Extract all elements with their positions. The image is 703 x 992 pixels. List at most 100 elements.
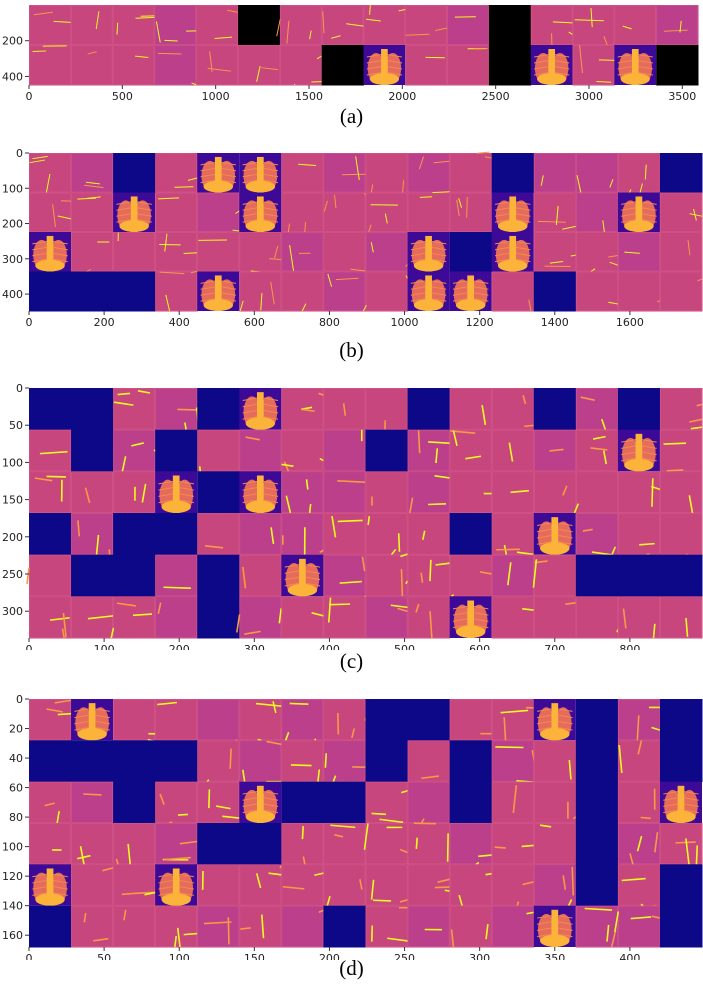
- tile-border: [576, 905, 618, 947]
- xray-rib: [200, 173, 215, 178]
- xray-diaphragm: [666, 810, 696, 823]
- tile-border: [239, 905, 282, 947]
- edge-stroke: [332, 775, 337, 782]
- edge-stroke: [397, 533, 401, 552]
- edge-stroke: [367, 516, 371, 526]
- blank-tile: [449, 740, 493, 783]
- xray-diaphragm: [203, 299, 234, 311]
- texture-tile: [491, 699, 535, 741]
- edge-stroke: [582, 528, 593, 532]
- texture-tile: [197, 699, 240, 741]
- edge-stroke: [283, 461, 290, 472]
- edge-stroke: [137, 390, 151, 394]
- xray-rib: [642, 439, 657, 443]
- blank-tile: [659, 740, 703, 783]
- edge-stroke: [116, 22, 119, 35]
- edge-stroke: [608, 255, 618, 258]
- tile-border: [407, 864, 450, 906]
- edge-stroke: [450, 929, 455, 948]
- xray-rib: [242, 167, 258, 172]
- xray-rib: [554, 60, 570, 64]
- texture-tile: [281, 905, 324, 948]
- xray-diaphragm: [203, 180, 234, 193]
- edge-stroke: [435, 562, 450, 566]
- edge-stroke: [331, 35, 341, 39]
- edge-stroke: [390, 604, 408, 609]
- tile-border: [29, 596, 71, 638]
- y-tick-label: 120: [2, 870, 23, 883]
- tile-border: [29, 554, 71, 597]
- texture-tile: [407, 823, 451, 865]
- edge-stroke: [302, 408, 315, 413]
- edge-stroke: [429, 611, 433, 639]
- xray-rib: [263, 403, 279, 408]
- xray-rib: [537, 541, 552, 545]
- edge-stroke: [86, 268, 92, 272]
- edge-stroke: [628, 189, 632, 193]
- tile-border: [447, 5, 489, 45]
- x-tick-label: 1400: [541, 316, 569, 329]
- x-tick-label: 800: [319, 316, 340, 329]
- xray-rib: [242, 809, 258, 814]
- texture-tile: [491, 429, 535, 472]
- tile-border: [155, 823, 198, 865]
- xray-rib: [200, 298, 215, 302]
- xray-rib: [263, 167, 279, 172]
- edge-stroke: [278, 608, 282, 624]
- tile-border: [197, 864, 240, 906]
- edge-stroke: [308, 503, 312, 514]
- xray-rib: [494, 240, 510, 245]
- blank-tile: [71, 554, 114, 597]
- texture-tile: [407, 471, 451, 514]
- texture-tile: [407, 781, 451, 824]
- edge-stroke: [507, 562, 512, 586]
- xray-rib: [284, 576, 300, 581]
- edge-stroke: [123, 909, 127, 921]
- tile-border: [449, 153, 492, 193]
- x-tick-label: 1500: [295, 90, 323, 103]
- tile-border: [407, 905, 450, 947]
- tile-border: [491, 429, 534, 472]
- tile-border: [155, 905, 198, 947]
- xray-diaphragm: [119, 220, 149, 232]
- texture-tile: [112, 5, 155, 46]
- xray-rib: [516, 213, 531, 217]
- y-tick-label: 160: [2, 929, 23, 942]
- xray-rib: [473, 605, 489, 610]
- edge-stroke: [255, 873, 262, 889]
- xray-rib: [74, 720, 89, 725]
- xray-rib: [263, 797, 279, 801]
- texture-tile: [29, 699, 72, 741]
- xray-rib: [516, 219, 531, 223]
- edge-stroke: [287, 223, 291, 233]
- xray-rib: [179, 892, 194, 896]
- edge-stroke: [651, 478, 654, 507]
- texture-tile: [659, 192, 703, 233]
- xray-rib: [642, 445, 657, 449]
- texture-tile: [575, 429, 619, 472]
- xray-diaphragm: [455, 299, 486, 311]
- edge-stroke: [116, 602, 136, 607]
- xray-rib: [366, 54, 382, 58]
- edge-stroke: [33, 11, 53, 16]
- edge-stroke: [481, 404, 487, 425]
- tile-border: [614, 5, 656, 45]
- texture-tile: [449, 471, 493, 514]
- texture-tile: [155, 905, 198, 948]
- texture-tile: [323, 153, 366, 193]
- texture-tile: [323, 192, 366, 233]
- tile-border: [576, 153, 618, 193]
- xray-rib: [137, 207, 152, 211]
- y-tick-label: 140: [2, 900, 23, 913]
- edge-stroke: [420, 818, 425, 824]
- edge-stroke: [54, 699, 72, 704]
- xray-rib: [305, 576, 321, 581]
- tile-border: [71, 471, 113, 513]
- blank-tile: [238, 5, 281, 46]
- texture-tile: [239, 740, 282, 783]
- edge-stroke: [215, 805, 231, 810]
- texture-tile: [154, 5, 197, 46]
- texture-tile: [155, 596, 198, 639]
- xray-rib: [410, 280, 426, 284]
- texture-tile: [533, 823, 577, 865]
